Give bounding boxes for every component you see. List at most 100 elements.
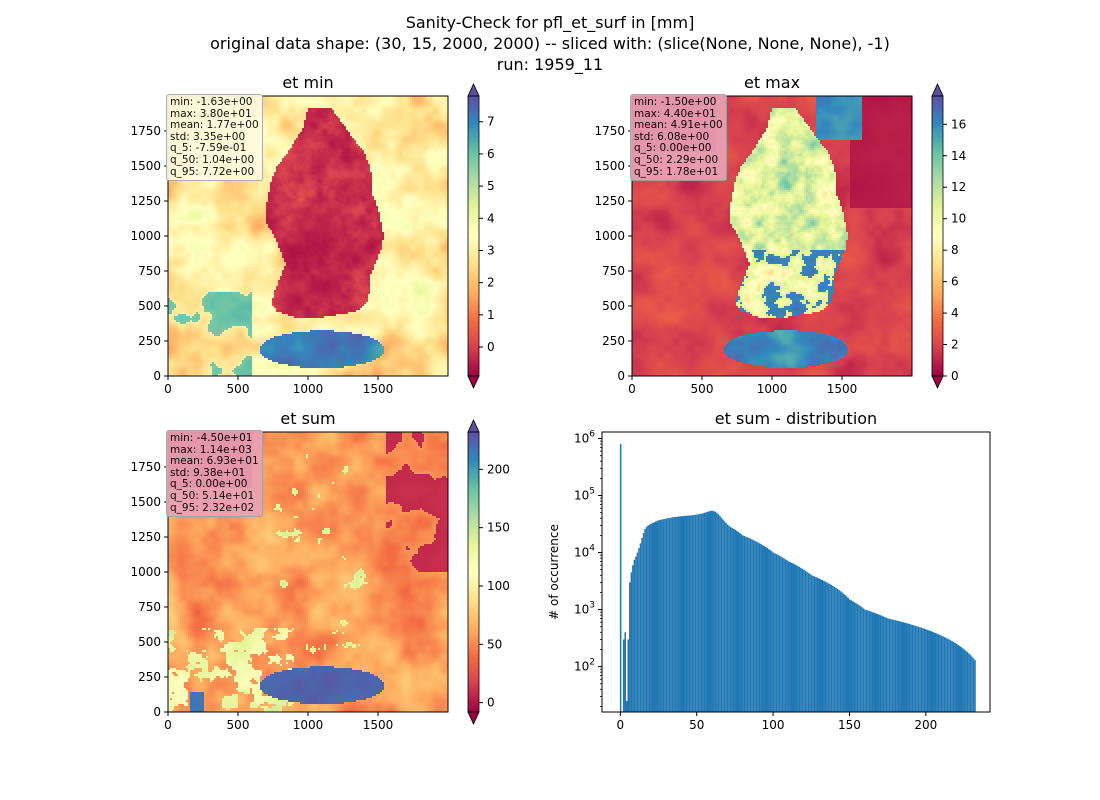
colorbar-extend-bottom	[467, 375, 480, 389]
histogram-bar	[969, 654, 972, 712]
stats-line: min: -1.50e+00	[634, 96, 717, 108]
title-et-min: et min	[282, 73, 333, 92]
histogram-bar	[798, 566, 801, 712]
histogram-bar	[835, 587, 837, 712]
histogram-bar	[888, 618, 891, 712]
histogram-bar	[867, 610, 869, 712]
y-tick-label: 1250	[130, 530, 161, 544]
histogram-bar	[769, 550, 772, 712]
histogram-bar	[696, 514, 698, 712]
histogram-bar	[641, 537, 643, 712]
y-tick-exponent: 6	[589, 429, 595, 439]
histogram-bar	[682, 516, 685, 712]
colorbar-tick-label: 50	[487, 637, 502, 651]
histogram-bar	[728, 525, 730, 712]
histogram-bar	[887, 618, 889, 712]
histogram-bar	[841, 592, 843, 712]
stats-line: q_5: -7.59e-01	[170, 142, 247, 155]
histogram-bar	[965, 650, 967, 712]
x-tick-label: 0	[164, 718, 172, 732]
histogram-bar	[874, 613, 877, 712]
histogram-bar	[960, 647, 963, 712]
stats-line: max: 1.14e+03	[170, 443, 252, 456]
histogram-bar	[861, 607, 863, 712]
histogram-bar	[662, 519, 665, 712]
histogram-bar	[790, 562, 793, 712]
histogram-bar	[839, 591, 842, 712]
histogram-bar	[844, 595, 846, 712]
histogram-bar	[752, 540, 755, 712]
histogram-bar	[800, 567, 802, 712]
histogram-bar	[897, 621, 900, 712]
histogram-bar	[651, 522, 654, 712]
histogram-bar	[722, 519, 724, 712]
histogram-bar	[679, 516, 681, 712]
histogram-bar	[670, 517, 672, 712]
histogram-bars	[619, 444, 976, 712]
histogram-bar	[639, 543, 642, 712]
histogram-bar	[648, 524, 651, 712]
histogram-bar	[833, 586, 836, 712]
histogram-bar	[809, 574, 811, 712]
histogram-bar	[739, 533, 741, 712]
histogram-bar	[783, 558, 785, 712]
stats-line: q_95: 1.78e+01	[634, 165, 719, 178]
stats-box-et-min: min: -1.63e+00 max: 3.80e+01 mean: 1.77e…	[166, 94, 263, 182]
colorbar-tick-label: 6	[487, 147, 495, 161]
histogram-bar	[647, 525, 649, 712]
histogram-bar	[830, 584, 833, 712]
histogram-bar	[708, 511, 710, 712]
histogram-bar	[931, 631, 934, 712]
histogram-bar	[702, 513, 704, 712]
histogram-bar	[766, 548, 769, 712]
histogram-bar	[919, 627, 921, 712]
histogram-bar	[908, 623, 911, 712]
histogram-bar	[881, 615, 883, 712]
histogram-bar	[688, 515, 691, 712]
y-tick-label: 1250	[594, 194, 625, 208]
stats-line: min: -1.63e+00	[170, 96, 253, 108]
histogram-bar	[797, 566, 799, 712]
colorbar-tick-label: 5	[487, 179, 495, 193]
histogram-bar	[827, 583, 830, 712]
histogram-bar	[697, 514, 700, 712]
colorbar-tick-label: 6	[951, 275, 959, 289]
histogram-bar	[768, 549, 770, 712]
y-tick-label: 102	[574, 658, 595, 674]
y-tick-label: 750	[138, 600, 161, 614]
histogram-bar	[746, 537, 749, 712]
stats-line: q_95: 2.32e+02	[170, 501, 255, 514]
histogram-bar	[720, 517, 723, 712]
histogram-bar	[968, 653, 970, 712]
histogram-bar	[673, 517, 675, 712]
histogram-bar	[873, 612, 875, 712]
histogram-bar	[771, 551, 773, 712]
histogram-bar	[818, 578, 820, 712]
y-tick-label: 750	[138, 264, 161, 278]
stats-line: max: 4.40e+01	[634, 107, 716, 120]
suptitle-line-1: Sanity-Check for pfl_et_surf in [mm]	[405, 13, 695, 32]
histogram-bar	[786, 560, 788, 712]
histogram-bar	[656, 520, 659, 712]
histogram-bar	[900, 621, 903, 712]
stats-line: std: 9.38e+01	[170, 466, 246, 479]
histogram-bar	[650, 523, 652, 712]
histogram-bar	[884, 617, 886, 712]
colorbar-extend-top	[931, 83, 944, 97]
title-et-sum: et sum	[280, 409, 335, 428]
y-axis-label: # of occurrence	[547, 524, 561, 620]
colorbar-extend-top	[467, 419, 480, 433]
stats-line: q_5: 0.00e+00	[634, 142, 712, 155]
y-tick-label: 1000	[130, 565, 161, 579]
histogram-bar	[714, 511, 717, 712]
y-tick-label: 1250	[130, 194, 161, 208]
histogram-bar	[748, 537, 750, 712]
histogram-bar	[893, 619, 895, 712]
stats-line: mean: 6.93e+01	[170, 455, 259, 468]
histogram-bar	[723, 521, 726, 712]
y-tick-label: 250	[602, 334, 625, 348]
histogram-bar	[922, 628, 924, 712]
histogram-bar	[955, 643, 958, 712]
histogram-bar	[879, 615, 882, 712]
